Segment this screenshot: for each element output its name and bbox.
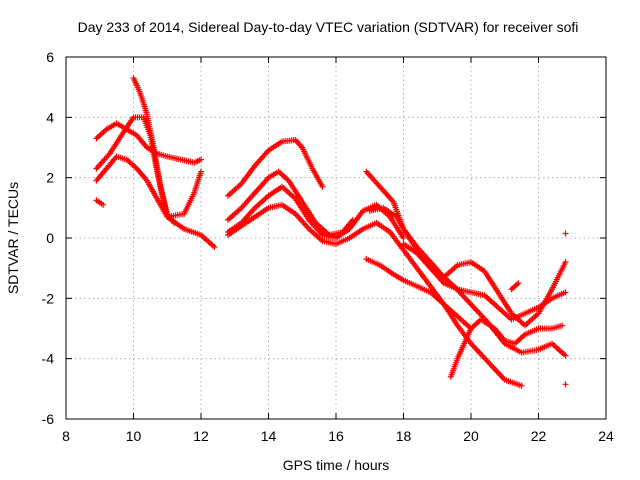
x-tick-label: 14 (261, 428, 277, 444)
x-tick-label: 8 (62, 428, 70, 444)
data-point (562, 352, 569, 359)
data-points (93, 75, 569, 389)
data-point (559, 322, 566, 329)
x-tick-label: 10 (126, 428, 142, 444)
data-point (100, 201, 107, 208)
data-point (515, 280, 522, 287)
data-point (562, 289, 569, 296)
data-point (562, 230, 569, 237)
x-tick-label: 16 (328, 428, 344, 444)
x-tick-label: 18 (396, 428, 412, 444)
x-axis-label: GPS time / hours (283, 457, 390, 473)
y-tick-label: -6 (42, 411, 55, 427)
data-point (198, 168, 204, 175)
y-tick-label: -4 (42, 351, 55, 367)
y-tick-label: 0 (46, 230, 54, 246)
x-tick-label: 24 (598, 428, 614, 444)
y-tick-label: -2 (42, 290, 55, 306)
chart-title: Day 233 of 2014, Sidereal Day-to-day VTE… (78, 19, 579, 35)
x-tick-label: 12 (193, 428, 209, 444)
y-tick-label: 2 (46, 170, 54, 186)
data-point (513, 281, 520, 288)
data-point (319, 183, 326, 190)
data-point (211, 244, 218, 251)
x-tick-label: 22 (531, 428, 547, 444)
data-point (562, 381, 569, 388)
data-point (400, 235, 407, 241)
y-tick-label: 4 (46, 109, 54, 125)
y-axis-label: SDTVAR / TECUs (5, 182, 21, 294)
y-tick-label: 6 (46, 49, 54, 65)
data-point (562, 259, 569, 266)
data-point (198, 156, 204, 163)
data-point (518, 382, 525, 389)
x-tick-label: 20 (463, 428, 479, 444)
